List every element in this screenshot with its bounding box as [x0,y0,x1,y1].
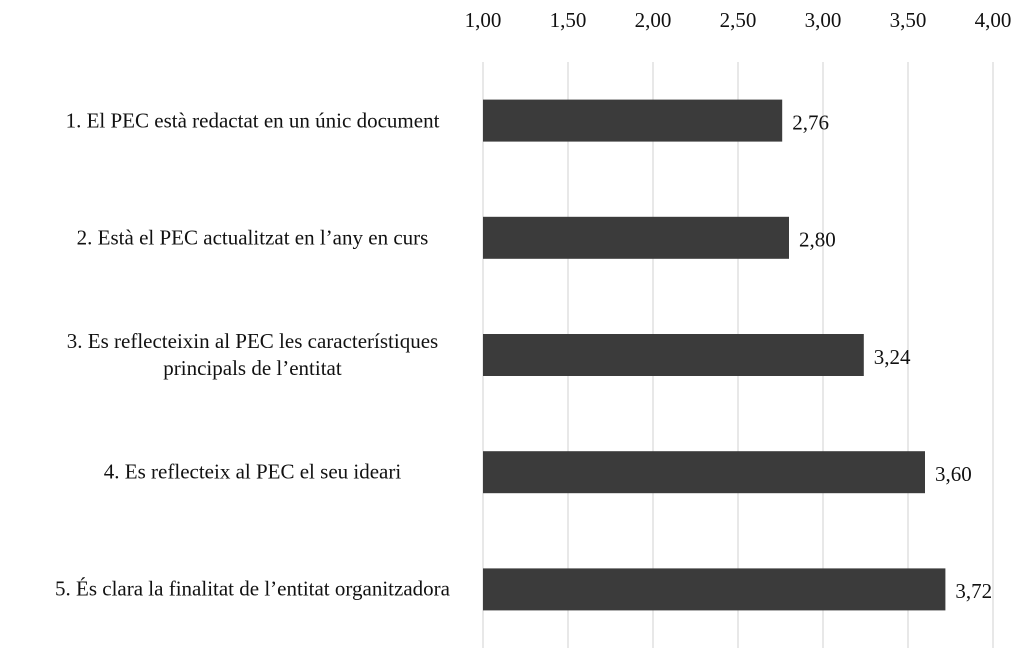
value-label: 3,24 [874,345,911,369]
x-tick-label: 1,50 [550,8,587,32]
category-label: 4. Es reflecteix al PEC el seu ideari [103,459,402,484]
category-label: 3. Es reflecteixin al PEC les caracterís… [66,329,439,380]
bar [483,99,783,142]
value-label: 3,60 [935,462,972,486]
bar [483,334,864,376]
bar [483,216,789,259]
x-tick-label: 4,00 [975,8,1012,32]
x-tick-label: 3,50 [890,8,927,32]
category-label: 1. El PEC està redactat en un únic docum… [65,108,440,133]
category-label: 5. És clara la finalitat de l’entitat or… [55,576,450,601]
value-label: 2,80 [799,228,836,252]
value-label: 2,76 [792,110,829,134]
category-label: 2. Està el PEC actualitzat en l’any en c… [76,225,429,250]
x-tick-label: 2,50 [720,8,757,32]
bar [483,568,946,611]
bar [483,451,925,494]
x-tick-label: 1,00 [465,8,502,32]
x-tick-label: 2,00 [635,8,672,32]
value-label: 3,72 [955,579,992,603]
x-tick-label: 3,00 [805,8,842,32]
